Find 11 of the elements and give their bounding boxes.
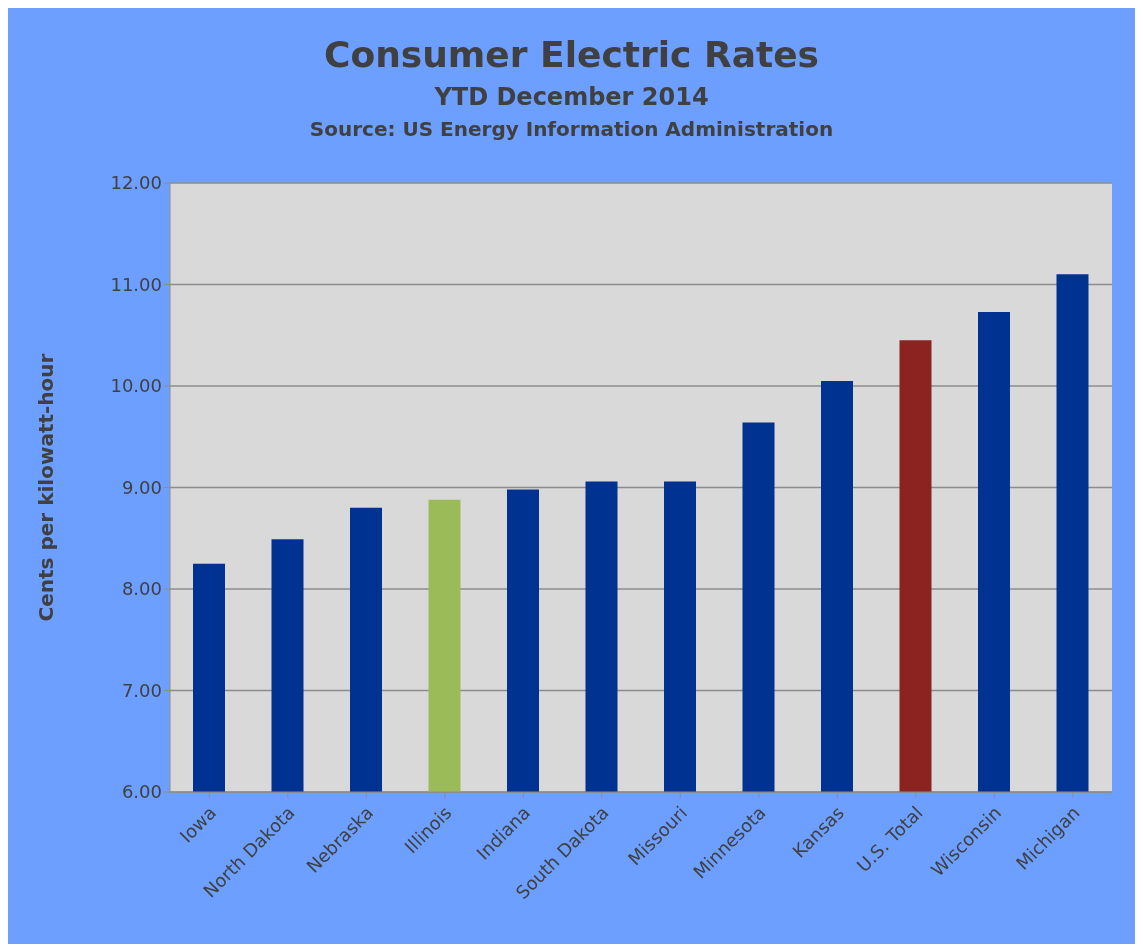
chart-subtitle: YTD December 2014 (433, 83, 710, 111)
chart-title: Consumer Electric Rates (323, 33, 820, 75)
y-tick-label: 7.00 (121, 679, 162, 701)
y-tick-label: 9.00 (121, 476, 162, 498)
y-tick-label: 11.00 (110, 273, 162, 295)
y-axis-title: Cents per kilowatt-hour (34, 353, 59, 622)
y-tick-label: 12.00 (110, 172, 162, 194)
y-tick-label: 6.00 (121, 781, 162, 803)
y-tick-label: 8.00 (121, 578, 162, 600)
source-note: Source: US Energy Information Administration (308, 117, 835, 141)
y-tick-label: 10.00 (110, 375, 162, 397)
